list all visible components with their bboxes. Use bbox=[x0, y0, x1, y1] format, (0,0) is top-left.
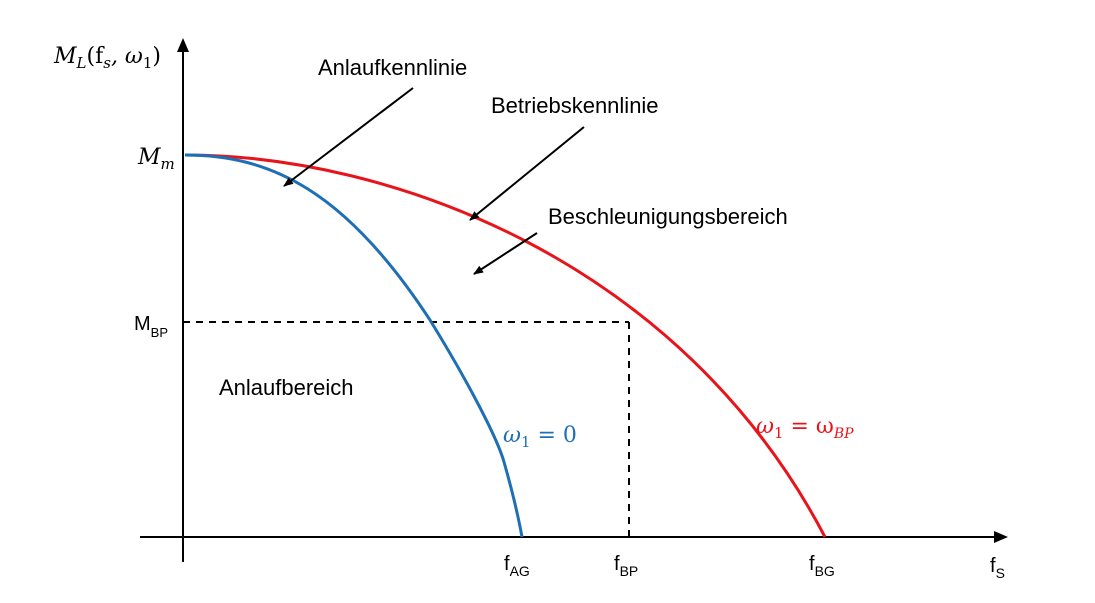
x-axis-label: fS bbox=[990, 555, 1005, 581]
y-tick-mbp: MBP bbox=[134, 313, 168, 340]
operating-curve bbox=[184, 153, 827, 538]
start-curve-label: ω1 = 0 bbox=[503, 423, 577, 451]
x-tick-fbp: fBP bbox=[614, 553, 638, 579]
start-curve bbox=[184, 153, 524, 538]
y-axis-arrowhead bbox=[177, 38, 189, 52]
x-tick-fag: fAG bbox=[504, 553, 530, 579]
x-axis-arrowhead bbox=[994, 531, 1008, 543]
beschleunigungsbereich-arrow bbox=[473, 232, 538, 275]
anlaufbereich-label: Anlaufbereich bbox=[219, 375, 354, 400]
betriebskennlinie-label: Betriebskennlinie bbox=[491, 93, 659, 118]
anlaufkennlinie-arrow bbox=[283, 87, 414, 187]
beschleunigungsbereich-label: Beschleunigungsbereich bbox=[548, 204, 788, 229]
operating-curve-label: ω1 = ωBP bbox=[756, 414, 854, 442]
y-axis-label: ML(fs, ω1) bbox=[53, 44, 161, 72]
y-tick-mm: Mm bbox=[137, 145, 175, 173]
x-tick-fbg: fBG bbox=[809, 553, 835, 579]
betriebskennlinie-arrow bbox=[469, 126, 585, 221]
anlaufkennlinie-label: Anlaufkennlinie bbox=[318, 55, 467, 80]
